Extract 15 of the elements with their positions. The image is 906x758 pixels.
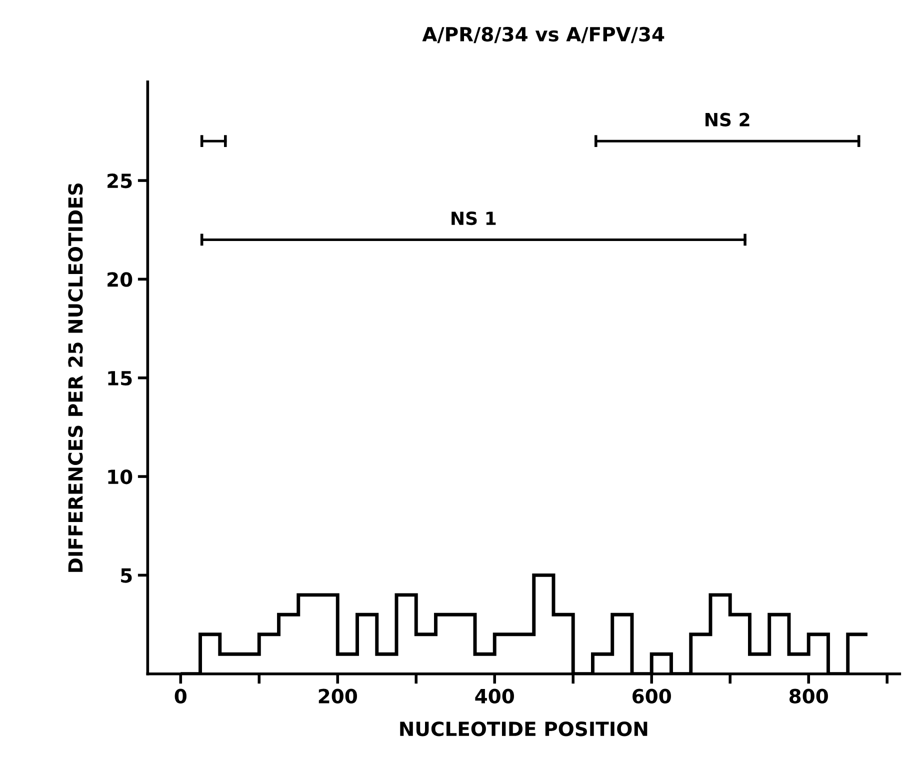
y-tick-label: 20: [108, 272, 132, 287]
y-tick-label: 25: [108, 173, 132, 188]
y-tick-label: 10: [108, 469, 132, 484]
series-label: NS 1: [452, 211, 496, 226]
y-axis-title: DIFFERENCES PER 25 NUCLEOTIDES: [68, 183, 83, 572]
x-axis-title: NUCLEOTIDE POSITION: [400, 721, 648, 736]
x-tick-label: 400: [475, 688, 514, 704]
x-tick-label: 0: [174, 688, 186, 704]
chart-title: A/PR/8/34 vs A/FPV/34: [422, 26, 664, 44]
x-tick-label: 600: [632, 688, 671, 704]
x-tick-label: 200: [318, 688, 357, 704]
series-label: NS 2: [706, 112, 750, 126]
y-tick-label: 5: [121, 568, 132, 583]
x-tick-label: 800: [790, 688, 828, 704]
y-tick-label: 15: [108, 371, 132, 386]
